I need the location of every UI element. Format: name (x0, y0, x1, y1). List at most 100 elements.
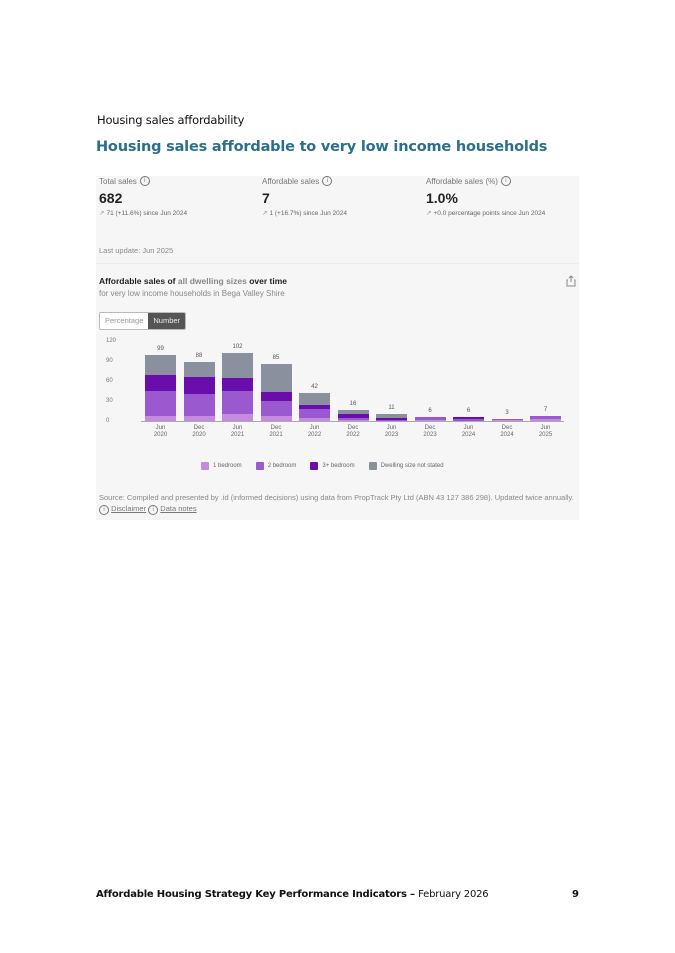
trend-up-icon: ↗ (262, 210, 268, 217)
chart-legend: 1 bedroom 2 bedroom 3+ bedroom Dwelling … (201, 462, 444, 470)
chart-bar[interactable] (299, 393, 330, 421)
bar-segment (260, 416, 292, 421)
info-icon[interactable]: i (322, 176, 333, 186)
bar-segment (414, 417, 446, 421)
x-tick-label: Dec 2024 (500, 425, 514, 438)
title-part: Affordable sales of (99, 276, 178, 286)
bar-segment (299, 409, 330, 419)
chart-title: Housing sales affordable to very low inc… (96, 139, 548, 155)
chart-bar[interactable] (222, 353, 253, 421)
footer-date: February 2026 (418, 889, 489, 900)
bar-segment (337, 410, 369, 415)
info-icon: i (99, 505, 109, 515)
chart-bar[interactable] (260, 364, 292, 421)
legend-swatch (310, 462, 319, 470)
disclaimer-link[interactable]: Disclaimer (111, 504, 147, 513)
divider (96, 263, 579, 264)
stat-value: 1.0% (426, 190, 458, 206)
bar-segment (453, 417, 484, 419)
chart-bar[interactable] (376, 413, 407, 421)
info-icon: i (148, 505, 159, 515)
stat-change: 71 (+11.6%) since Jun 2024 (106, 210, 188, 217)
x-tick-label: Dec 2023 (423, 425, 437, 438)
legend-label: 3+ bedroom (322, 463, 355, 469)
source-note: Source: Compiled and presented by .id (i… (99, 492, 577, 515)
x-tick-label: Jun 2020 (153, 425, 168, 438)
chart-header-subtitle: for very low income households in Bega V… (99, 289, 285, 298)
dashboard-card: Total sales i 682 ↗ 71 (+11.6%) since Jun … (96, 176, 579, 520)
chart-bar[interactable] (183, 362, 215, 421)
bar-segment (183, 377, 215, 394)
chart-bar[interactable] (491, 419, 523, 421)
x-tick-label: Dec 2021 (269, 425, 283, 438)
bar-segment (299, 405, 330, 410)
stacked-bar-chart: 120 90 60 30 0 99 Jun 2020 88 Dec 2020 102 Jun 2… (96, 336, 579, 486)
x-tick-label: Jun 2025 (538, 425, 553, 438)
legend-item-3plus-bedroom[interactable]: 3+ bedroom (310, 462, 355, 470)
y-tick: 60 (106, 378, 113, 384)
stat-value: 682 (99, 190, 123, 206)
bar-segment (222, 414, 253, 421)
bar-segment (260, 401, 292, 417)
bar-total-label: 16 (349, 401, 357, 408)
legend-item-not-stated[interactable]: Dwelling size not stated (368, 462, 444, 470)
bar-segment (222, 353, 253, 379)
bar-segment (376, 417, 407, 420)
bar-segment (453, 419, 484, 421)
bar-segment (299, 418, 330, 421)
x-axis-line (141, 421, 564, 422)
legend-label: Dwelling size not stated (380, 463, 444, 469)
bar-total-label: 88 (195, 353, 203, 360)
bar-segment (222, 391, 253, 415)
bar-total-label: 3 (505, 410, 509, 416)
bar-segment (222, 378, 253, 392)
bar-total-label: 42 (311, 384, 318, 390)
y-tick: 120 (106, 338, 117, 344)
bar-segment (183, 393, 215, 417)
bar-segment (145, 391, 176, 417)
bar-segment (183, 416, 215, 421)
legend-item-1-bedroom[interactable]: 1 bedroom (201, 462, 242, 470)
dwelling-size-selector[interactable]: all dwelling sizes (177, 276, 247, 286)
bar-segment (337, 417, 369, 421)
stat-affordable-percent: Affordable sales (%) i 1.0% ↗ +0.0 percent… (426, 176, 545, 217)
bar-segment (260, 392, 292, 402)
stat-affordable-sales: Affordable sales i 7 ↗ 1 (+16.7%) since Ju… (262, 176, 347, 217)
bar-total-label: 7 (543, 407, 548, 414)
y-tick: 90 (106, 358, 113, 364)
bar-segment (260, 364, 292, 393)
bar-segment (145, 355, 176, 376)
chart-bar[interactable] (530, 416, 561, 421)
title-part: over time (246, 276, 288, 286)
page-number: 9 (572, 889, 579, 900)
x-tick-label: Jun 2023 (384, 425, 399, 438)
chart-bar[interactable] (414, 417, 446, 421)
info-icon[interactable]: i (139, 176, 150, 186)
x-tick-label: Jun 2021 (230, 425, 245, 438)
chart-bar[interactable] (453, 417, 484, 421)
bar-segment (530, 419, 561, 421)
bar-segment (530, 416, 561, 419)
bar-segment (414, 420, 446, 421)
data-notes-link[interactable]: Data notes (160, 504, 197, 513)
stat-label: Total sales (99, 176, 137, 186)
chart-bar[interactable] (145, 355, 176, 421)
toggle-percentage[interactable]: Percentage (100, 313, 149, 329)
bar-total-label: 85 (272, 355, 280, 362)
chart-bar[interactable] (337, 410, 369, 421)
legend-item-2-bedroom[interactable]: 2 bedroom (255, 462, 296, 470)
bar-total-label: 11 (388, 404, 395, 411)
bar-segment (491, 420, 523, 421)
bar-segment (145, 416, 176, 421)
chart-header: Affordable sales of all dwelling sizes o… (99, 276, 287, 298)
x-tick-label: Dec 2022 (346, 425, 360, 438)
x-tick-label: Dec 2020 (192, 425, 206, 438)
x-tick-label: Jun 2022 (307, 425, 322, 438)
section-heading: Housing sales affordability (97, 113, 245, 127)
info-icon[interactable]: i (500, 176, 511, 186)
bar-total-label: 102 (232, 344, 243, 350)
bar-total-label: 6 (428, 408, 432, 414)
stat-change: +0.0 percentage points since Jun 2024 (433, 210, 546, 217)
toggle-number[interactable]: Number (148, 313, 186, 329)
share-icon[interactable] (566, 275, 576, 287)
